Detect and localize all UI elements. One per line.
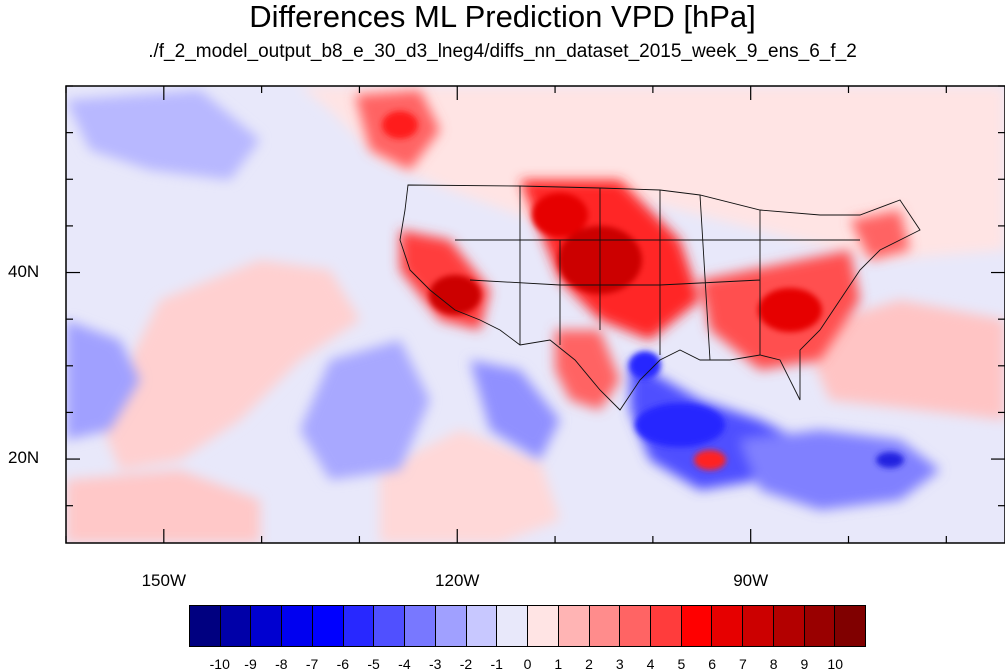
colorbar-swatch <box>220 606 252 646</box>
colorbar-swatch <box>251 606 283 646</box>
colorbar-label: -8 <box>275 656 288 672</box>
colorbar-label: 6 <box>708 656 717 672</box>
lon-tick-label: 150W <box>141 571 187 590</box>
pink-region-east-pacific <box>380 430 560 543</box>
colorbar-swatch <box>835 606 866 646</box>
chart-subtitle: ./f_2_model_output_b8_e_30_d3_lneg4/diff… <box>148 41 857 62</box>
colorbar-label: 8 <box>769 656 778 672</box>
colorbar <box>189 605 866 647</box>
colorbar-swatch <box>589 606 621 646</box>
map-frame <box>65 85 1005 544</box>
colorbar-label: 10 <box>827 656 844 672</box>
colorbar-swatch <box>681 606 713 646</box>
colorbar-label: -9 <box>244 656 257 672</box>
colorbar-swatch <box>190 606 221 646</box>
colorbar-swatch <box>497 606 529 646</box>
pink-region-atlantic <box>800 300 1005 420</box>
colorbar-label: -2 <box>459 656 473 672</box>
red-region-texas <box>555 330 620 410</box>
lon-tick-label: 120W <box>435 571 480 590</box>
colorbar-swatch <box>466 606 498 646</box>
pink-region-south-pacific <box>66 470 260 543</box>
us-outline <box>399 184 921 411</box>
colorbar-label: -1 <box>490 656 503 672</box>
colorbar-label: -7 <box>305 656 319 672</box>
red-core-california <box>429 275 481 315</box>
blue-region-north-pacific <box>66 90 260 180</box>
us-borders <box>399 184 921 411</box>
colorbar-swatch <box>743 606 774 646</box>
colorbar-label: 0 <box>523 656 532 672</box>
state-lines <box>455 186 860 361</box>
colorbar-label: 3 <box>615 656 624 672</box>
colorbar-label: 5 <box>677 656 686 672</box>
red-region-northeast <box>850 210 910 260</box>
colorbar-label: -3 <box>428 656 442 672</box>
axis-ticks <box>65 85 1005 543</box>
blue-region-mexico <box>470 360 560 460</box>
colorbar-swatch <box>620 606 652 646</box>
red-core-carolinas <box>758 288 822 332</box>
colorbar-swatch <box>343 606 375 646</box>
colorbar-swatch <box>312 606 344 646</box>
colorbar-swatch <box>282 606 313 646</box>
colorbar-swatch <box>374 606 406 646</box>
colorbar-label: -6 <box>336 656 350 672</box>
colorbar-label: 4 <box>646 656 655 672</box>
red-core-cuba <box>694 450 726 470</box>
blue-region-caribbean <box>740 430 940 510</box>
colorbar-label: -4 <box>398 656 411 672</box>
pink-region-central-pacific <box>100 260 360 470</box>
blue-core-gulf <box>635 403 725 447</box>
colorbar-swatch <box>528 606 559 646</box>
colorbar-label: -10 <box>209 656 230 672</box>
red-core-kansas <box>532 193 588 237</box>
pink-region-north-pacific <box>300 86 1005 260</box>
colorbar-swatch <box>712 606 744 646</box>
blue-core-texas <box>629 351 661 379</box>
chart-title: Differences ML Prediction VPD [hPa] <box>249 0 756 34</box>
red-core-canada <box>382 111 418 139</box>
colorbar-label: 2 <box>585 656 593 672</box>
lon-tick-label: 90W <box>733 571 769 590</box>
blue-region-west-pacific <box>66 320 140 440</box>
colorbar-label: 9 <box>800 656 809 672</box>
colorbar-swatch <box>405 606 436 646</box>
colorbar-label: -5 <box>367 656 380 672</box>
vpd-field <box>66 86 1005 543</box>
colorbar-swatch <box>804 606 836 646</box>
colorbar-label: 1 <box>554 656 563 672</box>
colorbar-swatch <box>558 606 590 646</box>
colorbar-swatch <box>773 606 805 646</box>
blue-region-mid-pacific <box>300 340 430 480</box>
lat-tick-label: 20N <box>8 448 40 468</box>
colorbar-swatch <box>651 606 682 646</box>
lat-tick-label: 40N <box>8 261 40 281</box>
colorbar-swatch <box>435 606 467 646</box>
colorbar-label: 7 <box>739 656 747 672</box>
blue-core-caribbean <box>876 452 904 468</box>
vpd-difference-map <box>65 85 1005 544</box>
